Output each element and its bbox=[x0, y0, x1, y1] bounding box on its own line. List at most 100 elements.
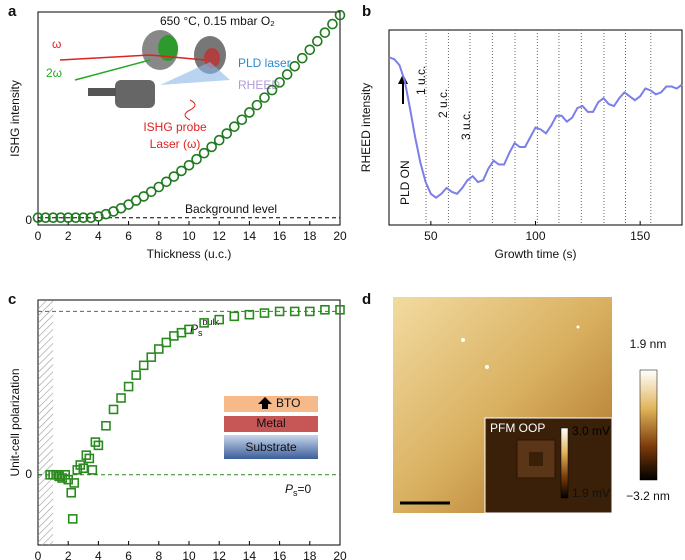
plot-frame bbox=[37, 11, 341, 226]
y-axis-label: ISHG intensity bbox=[8, 80, 22, 157]
layer-label: BTO bbox=[276, 396, 300, 410]
x-axis-label: Thickness (u.c.) bbox=[147, 247, 232, 261]
colorbar bbox=[639, 369, 658, 481]
point bbox=[206, 141, 217, 153]
pld-label: PLD laser bbox=[238, 56, 291, 70]
background-label: Background level bbox=[185, 202, 277, 216]
point bbox=[168, 171, 180, 182]
x-tick-label: 8 bbox=[155, 229, 162, 243]
point bbox=[40, 212, 51, 223]
point bbox=[116, 393, 126, 403]
point bbox=[84, 453, 95, 464]
condition: 650 °C, 0.15 mbar O₂ bbox=[160, 14, 275, 28]
point bbox=[78, 212, 89, 223]
point bbox=[312, 35, 323, 47]
particle bbox=[461, 338, 465, 342]
x-tick-label: 12 bbox=[213, 549, 227, 560]
x-tick-label: 100 bbox=[525, 229, 545, 243]
layer-label: Substrate bbox=[245, 440, 297, 454]
point bbox=[259, 92, 270, 103]
inset-title: PFM OOP bbox=[490, 421, 545, 435]
x-tick-label: 150 bbox=[630, 229, 650, 243]
point bbox=[87, 465, 98, 475]
layer bbox=[224, 416, 318, 432]
panel-label: c bbox=[8, 291, 16, 308]
point bbox=[123, 381, 134, 392]
point bbox=[184, 324, 194, 335]
x-tick-label: 16 bbox=[273, 549, 287, 560]
point bbox=[78, 463, 89, 474]
panel-label: d bbox=[362, 291, 371, 308]
x-tick-label: 10 bbox=[182, 549, 196, 560]
point bbox=[320, 304, 330, 315]
x-tick-label: 18 bbox=[303, 549, 317, 560]
point bbox=[55, 212, 66, 223]
rest: =0 bbox=[298, 482, 312, 496]
probe-label: ISHG probe bbox=[143, 120, 207, 134]
particle bbox=[485, 365, 489, 369]
point bbox=[154, 344, 164, 354]
x-tick-label: 0 bbox=[35, 229, 42, 243]
point bbox=[66, 487, 77, 498]
x-tick-label: 20 bbox=[333, 549, 347, 560]
point bbox=[274, 77, 285, 88]
uc-label: 2 u.c. bbox=[436, 89, 450, 118]
point bbox=[335, 304, 345, 315]
point bbox=[161, 176, 172, 188]
point bbox=[281, 69, 293, 80]
point bbox=[93, 440, 104, 451]
zero-label: Ps=0 bbox=[285, 482, 312, 498]
point bbox=[304, 306, 315, 317]
x-tick-label: 0 bbox=[35, 549, 42, 560]
point bbox=[266, 84, 278, 96]
x-tick-label: 20 bbox=[333, 229, 347, 243]
point bbox=[161, 337, 172, 348]
point bbox=[131, 370, 141, 380]
point bbox=[191, 153, 202, 165]
y-axis-label: Unit-cell polarization bbox=[8, 368, 22, 476]
point bbox=[304, 44, 316, 56]
two-omega: 2ω bbox=[46, 66, 62, 80]
x-tick-label: 14 bbox=[243, 229, 257, 243]
point bbox=[213, 134, 225, 146]
rheed-line bbox=[388, 56, 683, 199]
x-tick-label: 50 bbox=[424, 229, 438, 243]
point bbox=[198, 147, 210, 159]
point bbox=[54, 471, 64, 482]
point bbox=[221, 128, 233, 139]
panel-label: a bbox=[8, 3, 17, 20]
p: P bbox=[190, 322, 198, 336]
point bbox=[72, 465, 83, 475]
y-axis-label: RHEED intensity bbox=[359, 83, 373, 172]
x-tick-label: 8 bbox=[155, 549, 162, 560]
colorbar-label: 1.9 nm bbox=[630, 337, 667, 351]
point bbox=[32, 212, 44, 223]
point bbox=[67, 514, 78, 524]
x-tick-label: 18 bbox=[303, 229, 317, 243]
pld-on: PLD ON bbox=[398, 160, 412, 205]
y-tick-label: 0 bbox=[25, 467, 32, 481]
point bbox=[60, 469, 70, 480]
point bbox=[138, 191, 149, 202]
point bbox=[244, 107, 255, 118]
x-tick-label: 6 bbox=[125, 549, 132, 560]
point bbox=[146, 352, 157, 362]
point bbox=[289, 306, 300, 317]
uc-label: 1 u.c. bbox=[414, 66, 428, 95]
point bbox=[229, 121, 240, 132]
point bbox=[47, 212, 59, 223]
substrate-region bbox=[38, 300, 54, 545]
bulk-label: Psbulk bbox=[190, 317, 220, 338]
point bbox=[199, 318, 209, 328]
inset-cbar-label: 3.0 mV bbox=[572, 424, 610, 438]
point bbox=[229, 311, 240, 322]
layer-label: Metal bbox=[256, 416, 285, 430]
point bbox=[244, 309, 255, 320]
point bbox=[108, 404, 119, 415]
layer bbox=[224, 435, 318, 459]
omega: ω bbox=[52, 37, 61, 51]
point bbox=[236, 114, 248, 126]
x-tick-label: 12 bbox=[213, 229, 227, 243]
point bbox=[153, 181, 165, 193]
